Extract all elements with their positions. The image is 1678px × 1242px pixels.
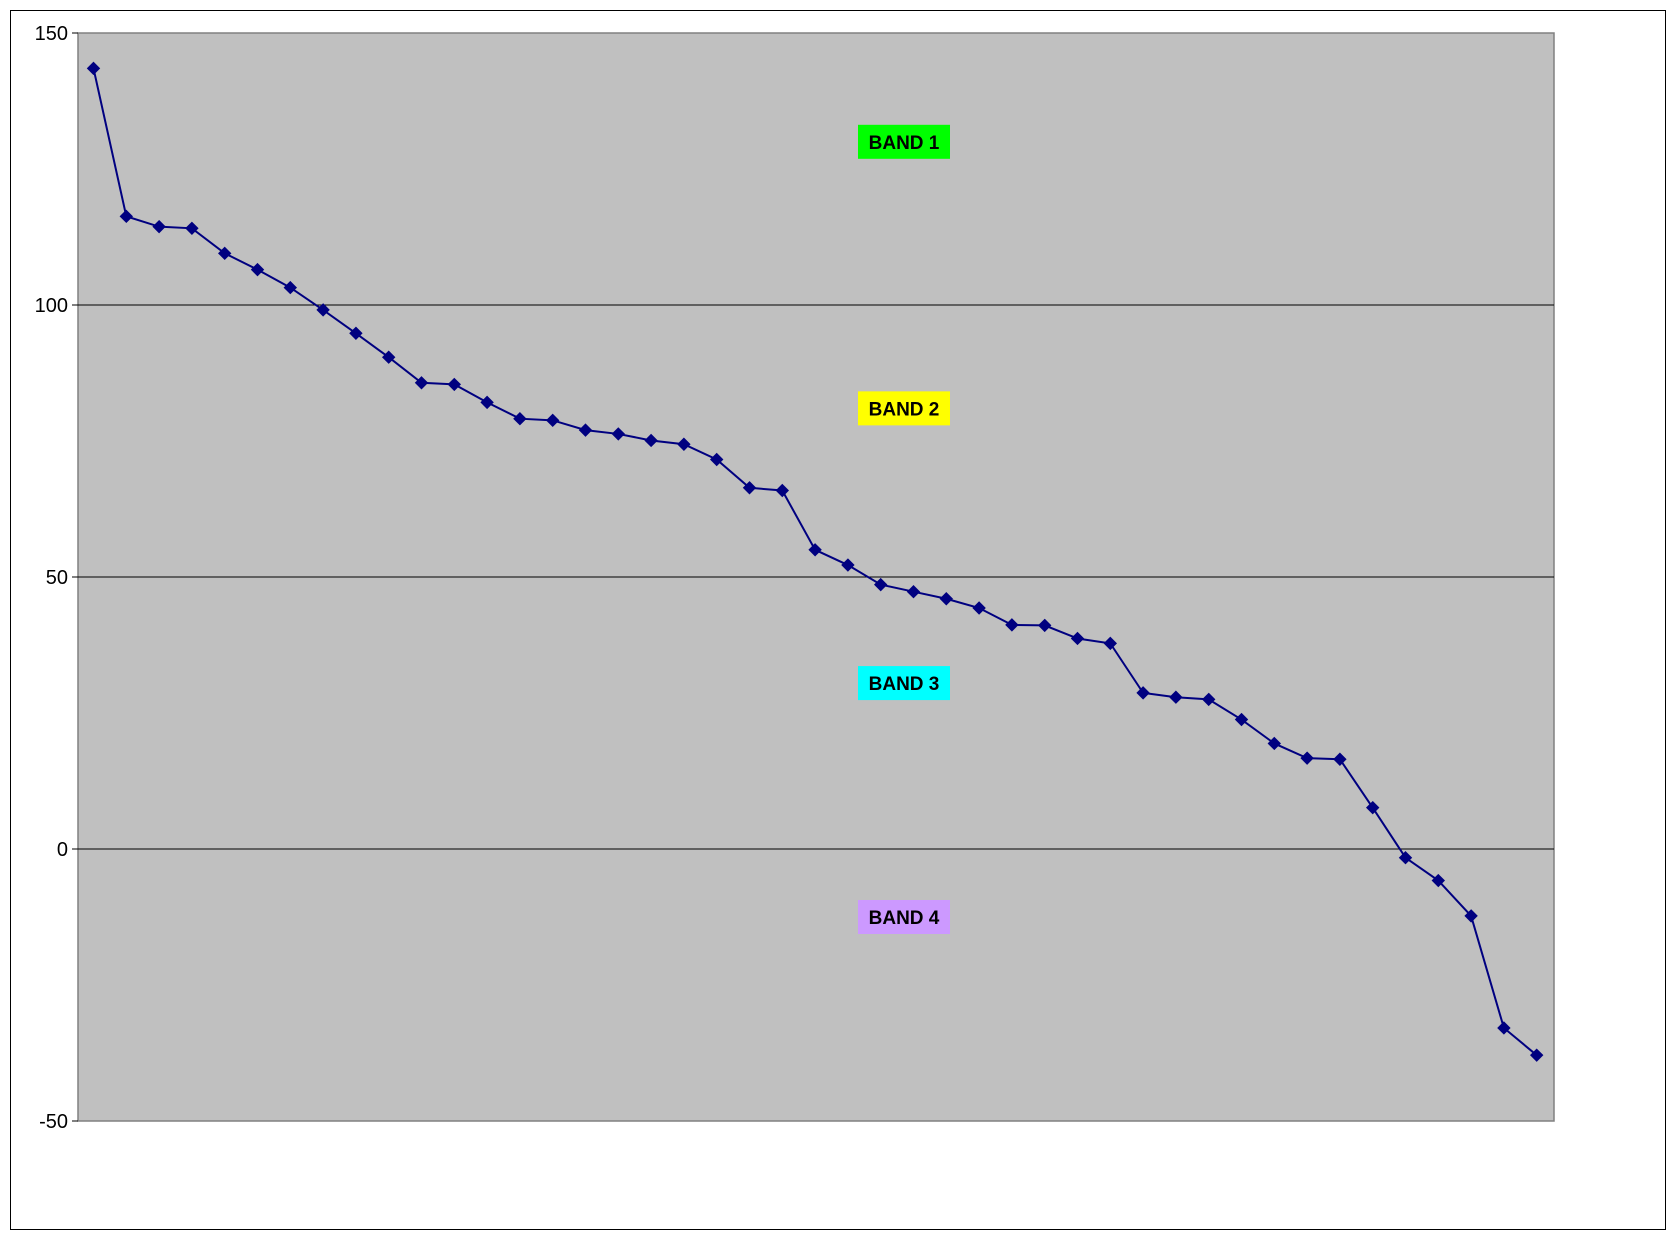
data-point-marker bbox=[250, 262, 265, 277]
data-point-marker bbox=[1267, 736, 1282, 751]
data-point-marker bbox=[742, 481, 757, 495]
data-point-marker bbox=[283, 280, 298, 295]
y-axis-tick-labels: 150 100 50 0 -50 bbox=[35, 23, 68, 1133]
data-point-marker bbox=[1431, 873, 1446, 888]
band-label-background bbox=[858, 666, 950, 701]
data-point-marker bbox=[1529, 1048, 1544, 1062]
band-label-text: BAND 1 bbox=[869, 133, 940, 154]
band-label: BAND 4 bbox=[858, 900, 950, 934]
data-point-marker bbox=[775, 483, 790, 498]
band-label: BAND 3 bbox=[858, 666, 950, 701]
y-tick-label: 100 bbox=[35, 295, 68, 317]
data-point-marker bbox=[906, 584, 921, 599]
band-label-background bbox=[858, 391, 950, 426]
band-label-background bbox=[858, 124, 950, 159]
data-point-marker bbox=[1201, 692, 1216, 707]
data-point-marker bbox=[1398, 850, 1413, 865]
data-point-marker bbox=[414, 376, 429, 390]
data-point-marker bbox=[1464, 909, 1478, 923]
data-point-marker bbox=[185, 221, 199, 236]
y-tick-label: 50 bbox=[46, 567, 68, 589]
band-label-text: BAND 3 bbox=[869, 674, 940, 695]
y-tick-label: 0 bbox=[57, 839, 68, 861]
data-point-marker bbox=[217, 246, 232, 261]
data-point-marker bbox=[939, 592, 954, 606]
data-point-marker bbox=[545, 413, 560, 428]
data-point-marker bbox=[1005, 618, 1019, 632]
band-annotations: BAND 1 BAND 2 BAND 3 BAND 4 bbox=[858, 124, 950, 934]
band-label: BAND 1 bbox=[858, 124, 950, 159]
data-point-marker bbox=[1300, 751, 1314, 765]
data-point-marker bbox=[1365, 800, 1380, 815]
data-point-marker bbox=[709, 452, 724, 467]
data-point-marker bbox=[480, 395, 494, 410]
data-point-marker bbox=[1333, 752, 1347, 766]
data-point-marker bbox=[1169, 690, 1183, 704]
data-point-marker bbox=[972, 601, 986, 615]
data-point-marker bbox=[677, 437, 691, 451]
data-point-marker bbox=[644, 433, 658, 448]
data-point-marker bbox=[381, 350, 396, 364]
data-point-marker bbox=[1103, 636, 1118, 651]
band-label: BAND 2 bbox=[858, 391, 950, 426]
data-point-marker bbox=[447, 377, 462, 392]
y-tick-label: -50 bbox=[39, 1111, 68, 1133]
data-point-marker bbox=[841, 558, 855, 572]
data-point-marker bbox=[316, 303, 330, 317]
data-point-marker bbox=[1234, 712, 1249, 727]
line-chart: 150 100 50 0 -50 BAND 1 BAND 2 BAND 3 BAND 4 bbox=[35, 23, 1555, 1133]
band-label-background bbox=[858, 900, 950, 934]
data-point-marker bbox=[86, 61, 101, 76]
data-point-marker bbox=[119, 209, 134, 224]
data-point-marker bbox=[611, 427, 626, 441]
data-point-marker bbox=[1037, 618, 1052, 633]
data-point-marker bbox=[1497, 1021, 1511, 1035]
band-label-text: BAND 4 bbox=[869, 908, 940, 929]
y-tick-label: 150 bbox=[35, 23, 68, 45]
data-point-marker bbox=[349, 326, 363, 340]
series-layer bbox=[86, 61, 1544, 1062]
data-point-marker bbox=[873, 577, 888, 592]
band-label-text: BAND 2 bbox=[869, 399, 940, 420]
data-point-marker bbox=[1136, 686, 1150, 700]
data-point-marker bbox=[152, 219, 166, 234]
data-point-marker bbox=[513, 411, 527, 426]
data-point-marker bbox=[1070, 631, 1085, 646]
data-point-marker bbox=[578, 423, 593, 437]
data-point-marker bbox=[808, 543, 822, 557]
chart-frame: 150 100 50 0 -50 BAND 1 BAND 2 BAND 3 BAND 4 bbox=[10, 10, 1666, 1230]
